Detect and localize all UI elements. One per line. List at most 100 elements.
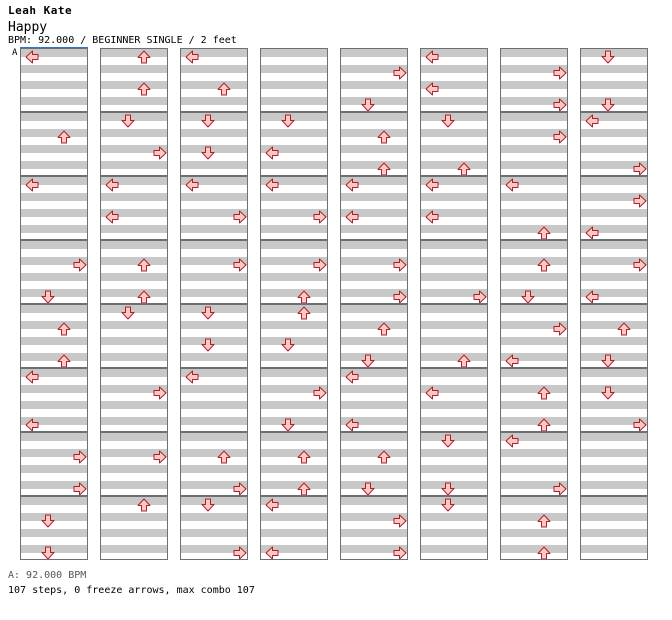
measure-box [260, 112, 328, 176]
measure-box [500, 368, 568, 432]
arrow-right-icon [153, 450, 167, 464]
arrow-down-icon [601, 354, 615, 367]
measure-box [340, 368, 408, 432]
measure-box [420, 368, 488, 432]
measure-box [20, 112, 88, 176]
arrow-up-icon [537, 546, 551, 559]
bpm-marker-label: A [12, 48, 18, 58]
arrow-left-icon [25, 50, 39, 64]
arrow-left-icon [345, 418, 359, 431]
measure-box [500, 48, 568, 112]
song-title: Happy [8, 20, 48, 35]
arrow-down-icon [601, 50, 615, 64]
measure-box [180, 176, 248, 240]
arrow-right-icon [313, 258, 327, 272]
measure-box [420, 240, 488, 304]
arrow-down-icon [361, 98, 375, 111]
arrow-right-icon [473, 290, 487, 303]
measure-box [180, 112, 248, 176]
measure-box [500, 176, 568, 240]
measure-box [180, 432, 248, 496]
measure-box [20, 176, 88, 240]
arrow-down-icon [441, 482, 455, 495]
measure-box [260, 48, 328, 112]
arrow-right-icon [553, 66, 567, 80]
arrow-right-icon [553, 130, 567, 144]
measure-box [20, 240, 88, 304]
arrow-down-icon [41, 546, 55, 559]
arrow-right-icon [633, 258, 647, 272]
arrow-up-icon [217, 82, 231, 96]
arrow-up-icon [377, 450, 391, 464]
measure-box [260, 304, 328, 368]
arrow-right-icon [393, 290, 407, 303]
measure-box [180, 496, 248, 560]
arrow-right-icon [553, 322, 567, 336]
arrow-down-icon [281, 338, 295, 352]
arrow-down-icon [281, 418, 295, 431]
arrow-right-icon [633, 162, 647, 175]
arrow-right-icon [233, 210, 247, 224]
measure-box [100, 48, 168, 112]
arrow-down-icon [121, 114, 135, 128]
measure-box [500, 240, 568, 304]
arrow-left-icon [265, 498, 279, 512]
arrow-left-icon [345, 178, 359, 192]
measure-box [100, 240, 168, 304]
arrow-up-icon [537, 258, 551, 272]
arrow-up-icon [457, 162, 471, 175]
measure-box [580, 112, 648, 176]
measure-box [100, 432, 168, 496]
arrow-down-icon [201, 338, 215, 352]
arrow-right-icon [73, 482, 87, 495]
arrow-down-icon [601, 98, 615, 111]
measure-box [100, 496, 168, 560]
measure-box [260, 176, 328, 240]
arrow-right-icon [633, 418, 647, 431]
arrow-right-icon [153, 386, 167, 400]
measure-box [340, 432, 408, 496]
measure-box [500, 496, 568, 560]
arrow-up-icon [537, 514, 551, 528]
arrow-left-icon [425, 386, 439, 400]
measure-box [500, 304, 568, 368]
arrow-left-icon [505, 354, 519, 367]
arrow-down-icon [201, 306, 215, 320]
arrow-down-icon [201, 114, 215, 128]
arrow-left-icon [185, 370, 199, 384]
arrow-up-icon [537, 386, 551, 400]
arrow-up-icon [137, 498, 151, 512]
arrow-up-icon [57, 354, 71, 367]
arrow-down-icon [521, 290, 535, 303]
arrow-down-icon [441, 434, 455, 448]
arrow-up-icon [297, 450, 311, 464]
measure-box [340, 112, 408, 176]
measure-box [100, 112, 168, 176]
measure-box [340, 304, 408, 368]
arrow-left-icon [425, 210, 439, 224]
measure-box [420, 432, 488, 496]
arrow-up-icon [537, 226, 551, 239]
arrow-right-icon [233, 258, 247, 272]
measure-box [340, 240, 408, 304]
arrow-right-icon [553, 482, 567, 495]
measure-box [180, 48, 248, 112]
arrow-right-icon [633, 194, 647, 208]
measure-box [260, 240, 328, 304]
arrow-left-icon [345, 370, 359, 384]
arrow-left-icon [505, 434, 519, 448]
arrow-down-icon [281, 114, 295, 128]
arrow-right-icon [393, 514, 407, 528]
arrow-down-icon [601, 386, 615, 400]
measure-box [100, 304, 168, 368]
measure-box [580, 48, 648, 112]
arrow-left-icon [425, 82, 439, 96]
arrow-down-icon [121, 306, 135, 320]
arrow-down-icon [201, 146, 215, 160]
arrow-left-icon [105, 210, 119, 224]
arrow-left-icon [265, 146, 279, 160]
arrow-down-icon [41, 290, 55, 303]
arrow-left-icon [425, 178, 439, 192]
arrow-right-icon [393, 258, 407, 272]
measure-box [20, 368, 88, 432]
